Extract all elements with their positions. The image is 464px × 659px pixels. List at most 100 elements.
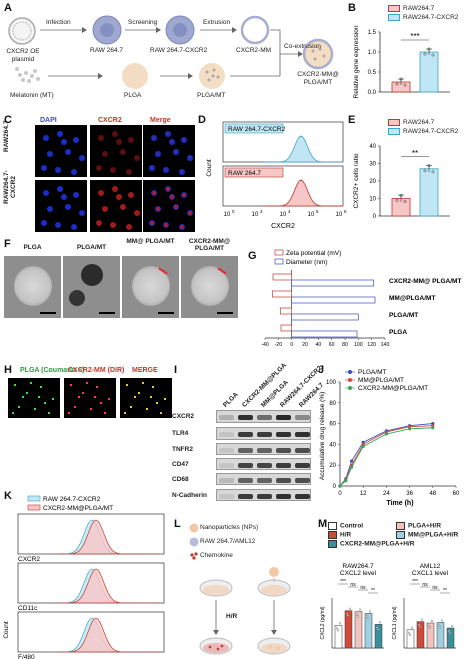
m-ylabel-1: CXCL1 (pg/ml) bbox=[392, 606, 398, 639]
m-point bbox=[335, 627, 339, 630]
blot-strip-0 bbox=[216, 410, 311, 423]
x-tick-label: 80 bbox=[342, 342, 348, 348]
cell-spot bbox=[47, 151, 53, 157]
m-bar-1-2 bbox=[426, 622, 435, 649]
panel-j-label: J bbox=[318, 364, 325, 376]
panel-l-schematic bbox=[189, 523, 291, 655]
blot-protein-4: CD68 bbox=[172, 476, 189, 483]
y-tick-label: 0.5 bbox=[368, 70, 377, 76]
blot-strip-1 bbox=[216, 427, 311, 440]
tem-image-2 bbox=[122, 256, 179, 318]
x-tick-label: -20 bbox=[275, 342, 283, 348]
fluor-image-r1-c2 bbox=[143, 180, 195, 232]
cell-spot bbox=[156, 207, 160, 211]
legend-k-box-2 bbox=[27, 504, 41, 511]
series-point-2 bbox=[408, 427, 412, 431]
m-point bbox=[420, 618, 424, 621]
data-point bbox=[403, 83, 407, 87]
m-legend-swatch bbox=[328, 540, 337, 548]
cell-spot bbox=[188, 156, 190, 158]
y-axis-label: Accumulative drug release (%) bbox=[319, 392, 326, 481]
y-tick-label: 30 bbox=[369, 162, 376, 168]
step-extrusion: Extrusion bbox=[203, 19, 231, 26]
x-tick-label: 40 bbox=[315, 342, 321, 348]
cell-spot bbox=[180, 225, 184, 229]
y-tick-label: 0.0 bbox=[368, 90, 377, 96]
cell-spot bbox=[152, 136, 154, 138]
cell-spot bbox=[149, 165, 155, 171]
scale-bar bbox=[217, 312, 233, 314]
data-point bbox=[399, 77, 403, 81]
m-point bbox=[448, 631, 452, 635]
np-legend-icon bbox=[189, 523, 199, 533]
cell-spot bbox=[112, 186, 118, 192]
legend-zeta: Zeta potential (mV) bbox=[286, 250, 341, 257]
particle-dot bbox=[86, 382, 88, 384]
cell-spot bbox=[47, 206, 53, 212]
legend-k-box-1 bbox=[27, 495, 41, 502]
cell-spot bbox=[71, 224, 77, 230]
m-point bbox=[378, 621, 382, 624]
col-dapi: DAPI bbox=[40, 117, 57, 124]
h-col-mm: CXCR2-MM (DIR) bbox=[68, 367, 125, 374]
m-legend-swatch bbox=[328, 522, 337, 530]
fluor-image-r0-c1 bbox=[90, 125, 142, 177]
series-point-2 bbox=[431, 426, 435, 430]
cell-spot bbox=[116, 194, 122, 200]
bar-raw264-7-cxcr2 bbox=[419, 168, 439, 217]
m-point bbox=[417, 623, 421, 626]
series-point-2 bbox=[338, 484, 342, 488]
m-point bbox=[428, 626, 432, 630]
m-legend-swatch bbox=[396, 522, 405, 530]
legend-label-0: PLGA/MT bbox=[358, 369, 387, 376]
final-nanoparticle-shape bbox=[302, 38, 334, 70]
raw264-cxcr2-cell-shape bbox=[165, 15, 195, 45]
m-point bbox=[358, 608, 362, 611]
m-point bbox=[407, 631, 411, 634]
m-point bbox=[336, 629, 340, 632]
m-bar-0-0 bbox=[334, 625, 343, 649]
x-tick-label: -40 bbox=[261, 342, 269, 348]
cell-spot bbox=[79, 155, 85, 161]
node-plasmid: CXCR2 OE plasmid bbox=[6, 48, 40, 63]
step-coextrusion: Co-extrusion bbox=[284, 43, 321, 50]
y-tick-label: 20 bbox=[329, 463, 336, 469]
blot-protein-1: TLR4 bbox=[172, 430, 189, 437]
cell-spot bbox=[102, 151, 108, 157]
cell-spot bbox=[179, 169, 185, 175]
cell-spot bbox=[96, 220, 102, 226]
m-legend-text: CXCR2-MM@PLGA+H/R bbox=[340, 540, 415, 548]
panel-k-label: K bbox=[4, 490, 12, 502]
legend-e-1: RAW264.7 bbox=[388, 119, 434, 127]
hist-raw-histogram bbox=[263, 179, 343, 207]
y-tick-label: 0 bbox=[373, 214, 377, 220]
tem-image-3 bbox=[181, 256, 238, 318]
h-col-plga: PLGA (Coumarin 6) bbox=[20, 367, 85, 374]
cell-spot bbox=[112, 131, 118, 137]
cell-spot bbox=[182, 138, 184, 140]
m-point bbox=[345, 612, 349, 615]
blot-band bbox=[219, 477, 234, 483]
m-legend-item-3: MM@PLGA+H/R bbox=[396, 531, 458, 539]
legend-k-1: RAW 264.7-CXCR2 bbox=[43, 496, 101, 503]
x-tick-label: 20 bbox=[302, 342, 308, 348]
h-image-0 bbox=[8, 378, 60, 418]
blot-protein-0: CXCR2 bbox=[172, 413, 195, 420]
m-point bbox=[338, 622, 342, 625]
chart-g: Zeta potential (mV) Diameter (nm) -40 -20 0 2… bbox=[261, 249, 461, 348]
x-tick-exp: 0 bbox=[232, 209, 235, 214]
x-tick-exp: 5 bbox=[316, 209, 319, 214]
node-cxcr2-mm: CXCR2-MM bbox=[236, 47, 272, 54]
cell-spot bbox=[170, 195, 174, 199]
cell-spot bbox=[61, 194, 67, 200]
blot-band bbox=[257, 493, 272, 499]
blot-band bbox=[219, 415, 234, 420]
blot-band bbox=[219, 493, 234, 499]
cell-spot bbox=[174, 205, 178, 209]
x-tick-label: 60 bbox=[453, 491, 460, 497]
x-tick-label: 36 bbox=[406, 491, 413, 497]
y-tick-label: 0 bbox=[333, 484, 337, 490]
blot-band bbox=[295, 477, 310, 483]
blot-band bbox=[238, 415, 253, 420]
l-legend-chem: Chemokine bbox=[200, 552, 233, 559]
